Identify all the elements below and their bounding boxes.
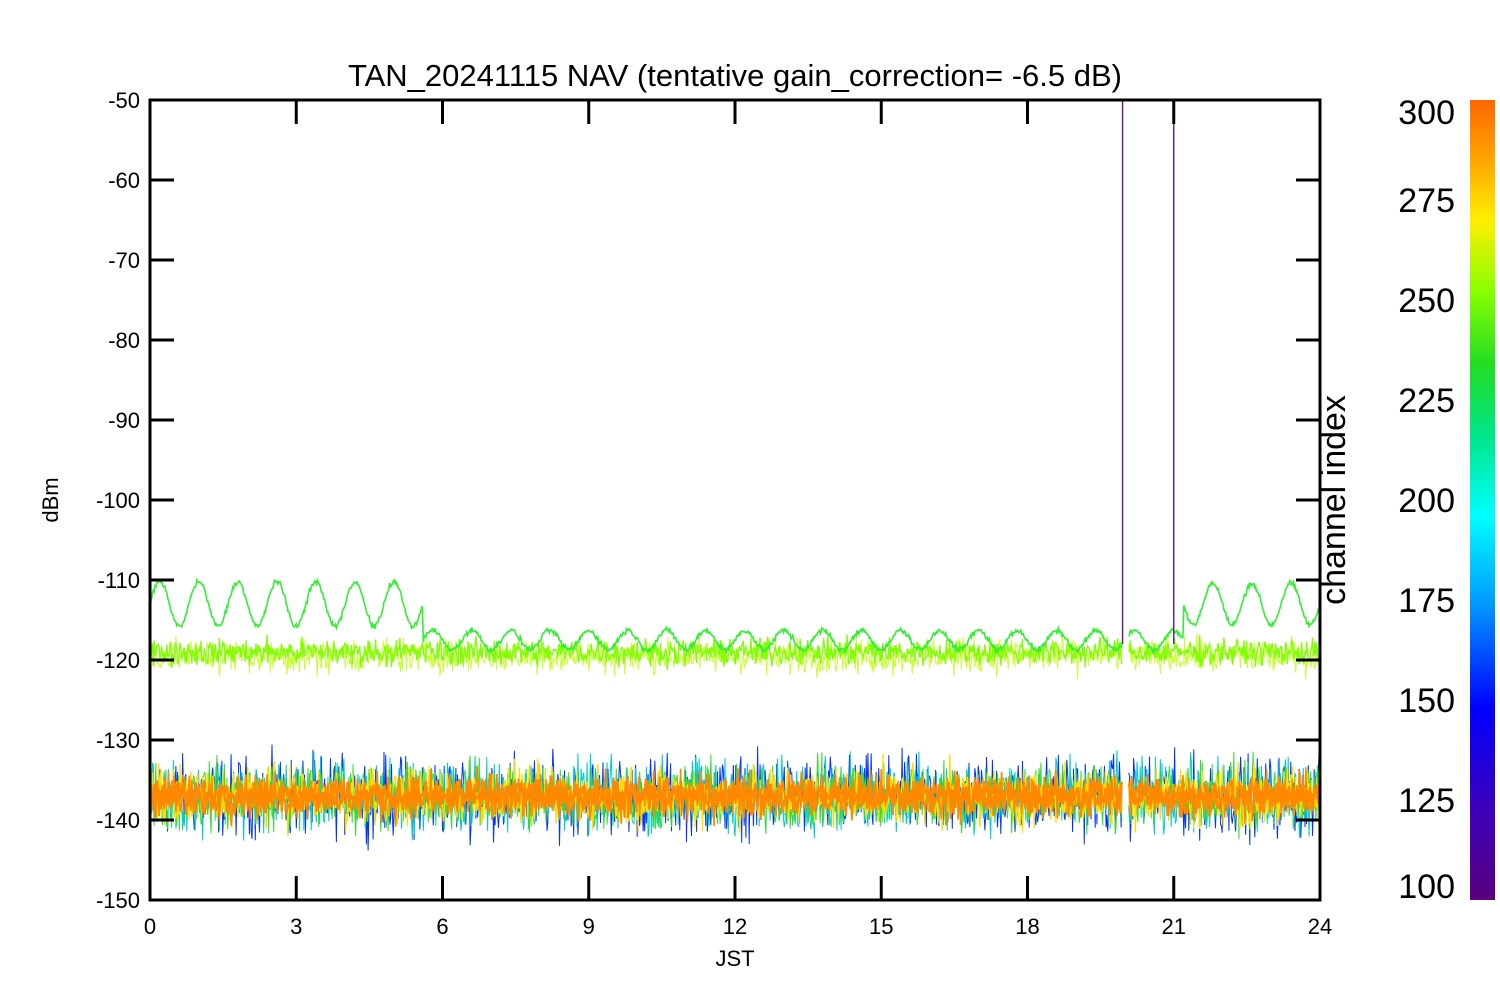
y-tick-label: -130 — [96, 728, 140, 753]
y-axis-label: dBm — [38, 477, 63, 522]
x-tick-label: 3 — [290, 914, 302, 939]
y-tick-label: -150 — [96, 888, 140, 913]
colorbar-tick-label: 150 — [1398, 682, 1455, 720]
y-tick-label: -60 — [108, 168, 140, 193]
colorbar-tick-label: 100 — [1398, 868, 1455, 906]
y-tick-label: -90 — [108, 408, 140, 433]
green-band-series — [151, 634, 1319, 670]
x-tick-label: 21 — [1162, 914, 1186, 939]
oscillating-series — [151, 577, 1319, 656]
colorbar-ticks: 300 275 250 225 200 175 150 125 100 — [1398, 94, 1455, 906]
y-tick-label: -140 — [96, 808, 140, 833]
y-axis: -50 -60 -70 -80 -90 -100 -110 -120 -130 -140 -150 — [96, 88, 1320, 913]
colorbar-tick-label: 125 — [1398, 782, 1455, 820]
x-axis-label: JST — [715, 946, 754, 971]
x-tick-label: 24 — [1308, 914, 1332, 939]
noise-floor-series — [151, 772, 1319, 821]
x-tick-label: 15 — [869, 914, 893, 939]
y-tick-label: -70 — [108, 248, 140, 273]
y-tick-label: -50 — [108, 88, 140, 113]
x-tick-label: 9 — [583, 914, 595, 939]
x-tick-label: 6 — [436, 914, 448, 939]
colorbar — [1470, 100, 1495, 900]
x-tick-label: 12 — [723, 914, 747, 939]
colorbar-tick-label: 250 — [1398, 282, 1455, 320]
colorbar-tick-label: 175 — [1398, 582, 1455, 620]
x-axis: 0 3 6 9 12 15 18 21 24 — [144, 100, 1332, 939]
y-tick-label: -100 — [96, 488, 140, 513]
x-tick-label: 0 — [144, 914, 156, 939]
x-tick-label: 18 — [1015, 914, 1039, 939]
plot-marks — [151, 101, 1319, 851]
chart-title: TAN_20241115 NAV (tentative gain_correct… — [348, 58, 1122, 93]
y-tick-label: -120 — [96, 648, 140, 673]
y-tick-label: -80 — [108, 328, 140, 353]
colorbar-tick-label: 200 — [1398, 482, 1455, 520]
colorbar-tick-label: 225 — [1398, 382, 1455, 420]
colorbar-tick-label: 300 — [1398, 94, 1455, 132]
colorbar-title: channel index — [1315, 395, 1353, 605]
colorbar-tick-label: 275 — [1398, 182, 1455, 220]
y-tick-label: -110 — [98, 568, 140, 593]
